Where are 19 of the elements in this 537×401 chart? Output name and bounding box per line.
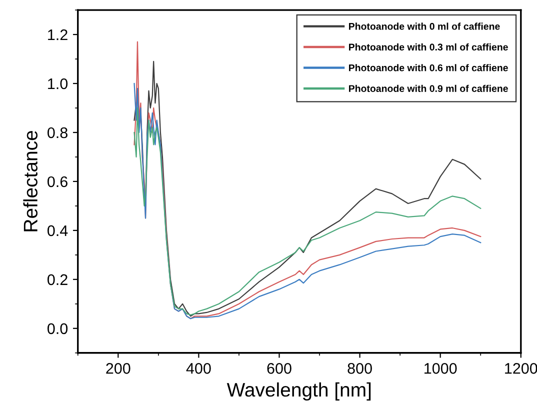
y-tick-label: 0.4 (48, 225, 68, 236)
x-tick-label: 200 (106, 363, 130, 374)
legend-label: Photoanode with 0 ml of caffiene (349, 22, 500, 30)
x-tick-label: 1000 (424, 363, 457, 374)
x-axis-title: Wavelength [nm] (226, 382, 371, 401)
y-tick-label: 0.6 (48, 176, 68, 188)
legend-label: Photoanode with 0.3 ml of caffiene (349, 43, 508, 51)
y-tick-label: 1.0 (48, 78, 68, 90)
x-tick-label: 1200 (505, 363, 537, 374)
y-axis-title: Reflectance (23, 130, 38, 232)
y-tick-label: 0.0 (48, 323, 68, 334)
x-tick-label: 600 (267, 363, 292, 374)
x-tick-label: 800 (348, 363, 372, 374)
x-tick-label: 400 (186, 363, 211, 374)
legend-label: Photoanode with 0.9 ml of caffiene (349, 84, 508, 92)
y-tick-label: 0.2 (48, 274, 68, 286)
legend-label: Photoanode with 0.6 ml of caffiene (349, 64, 508, 72)
y-tick-label: 1.2 (48, 29, 68, 40)
y-tick-label: 0.8 (48, 127, 68, 138)
